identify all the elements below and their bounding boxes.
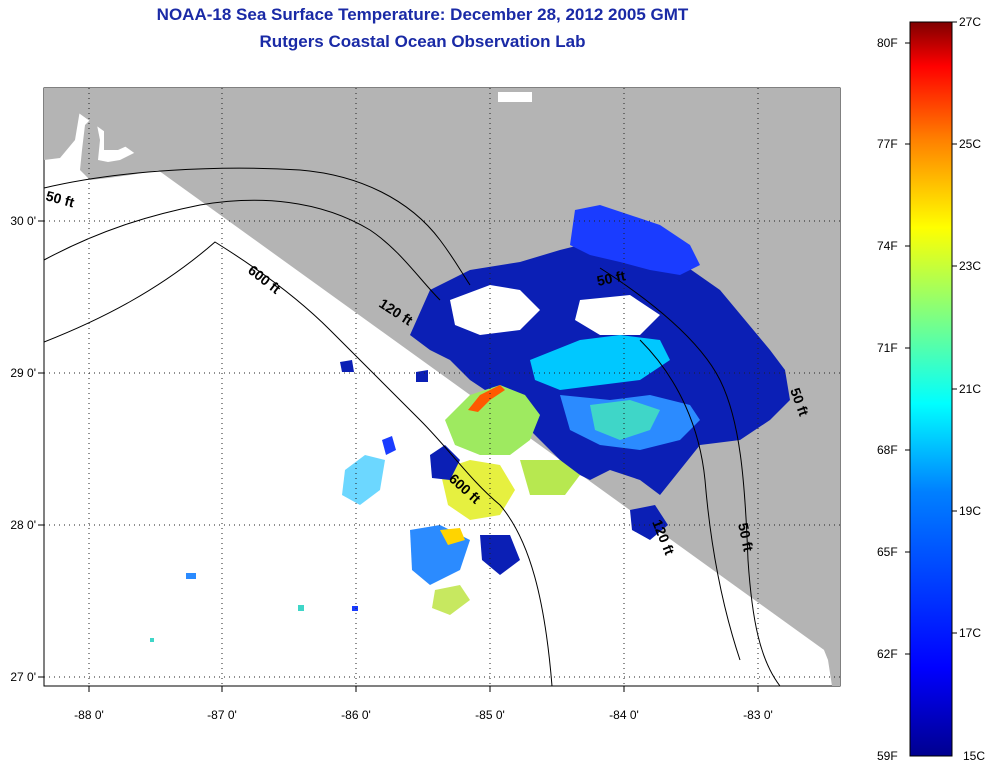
colorbar-c-25: 25C (959, 137, 982, 151)
lat-tick-30: 30 0' (10, 214, 36, 228)
lon-tick-87: -87 0' (207, 708, 237, 722)
contour-label-50ft-south: 50 ft (735, 521, 757, 553)
axis-ticks (38, 220, 759, 692)
lat-tick-29: 29 0' (10, 366, 36, 380)
lat-tick-28: 28 0' (10, 518, 36, 532)
colorbar-ticks (905, 21, 957, 655)
lon-tick-84: -84 0' (609, 708, 639, 722)
chart-subtitle: Rutgers Coastal Ocean Observation Lab (259, 32, 586, 51)
chart-title: NOAA-18 Sea Surface Temperature: Decembe… (156, 5, 689, 24)
colorbar-f-68: 68F (877, 443, 898, 457)
colorbar-c-23: 23C (959, 259, 982, 273)
colorbar-c-17: 17C (959, 626, 982, 640)
colorbar-c-19: 19C (959, 504, 982, 518)
lon-tick-85: -85 0' (475, 708, 505, 722)
contour-label-50ft-bend: 50 ft (595, 267, 627, 289)
colorbar-f-74: 74F (877, 239, 898, 253)
lat-tick-27: 27 0' (10, 670, 36, 684)
bathymetry-contours (44, 167, 781, 686)
colorbar-f-62: 62F (877, 647, 898, 661)
colorbar-f-65: 65F (877, 545, 898, 559)
colorbar (909, 21, 953, 757)
colorbar-f-77: 77F (877, 137, 898, 151)
colorbar-f-80: 80F (877, 36, 898, 50)
lon-tick-83: -83 0' (743, 708, 773, 722)
colorbar-c-27: 27C (959, 15, 982, 29)
lon-tick-86: -86 0' (341, 708, 371, 722)
contour-label-50ft-west: 50 ft (44, 187, 76, 210)
colorbar-f-59: 59F (877, 749, 898, 763)
colorbar-c-21: 21C (959, 382, 982, 396)
colorbar-c-15: 15C (963, 749, 986, 763)
colorbar-f-71: 71F (877, 341, 898, 355)
lon-tick-88: -88 0' (74, 708, 104, 722)
